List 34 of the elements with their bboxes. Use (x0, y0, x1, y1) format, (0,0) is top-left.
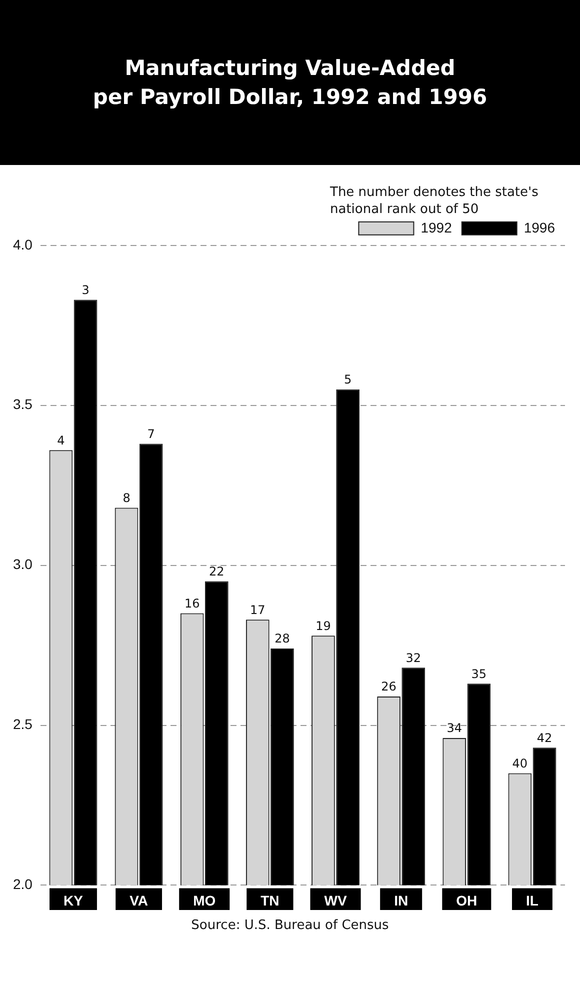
text: The number denotes the state's national rank out of 50 (330, 185, 540, 219)
annotation: 3 (82, 282, 90, 297)
y-tick-label: 2.5 (12, 716, 33, 732)
annotation: 35 (471, 666, 487, 681)
source-note: Source: U.S. Bureau of Census (190, 918, 390, 933)
x-tick-label: OH (456, 892, 478, 908)
annotation: 22 (209, 564, 224, 578)
chart-title: Manufacturing Value-Added per Payroll Dollar, 1992 and 1996 (0, 0, 580, 165)
annotation: 5 (344, 372, 352, 386)
legend-label: 1996 (524, 219, 556, 236)
y-tick-label: 2.0 (12, 876, 33, 892)
annotation: 40 (512, 756, 528, 770)
y-tick-label: 4.0 (12, 236, 33, 252)
y-tick-label: 3.0 (12, 556, 33, 572)
x-tick-label: IN (394, 892, 408, 908)
y-tick-label: 3.5 (12, 396, 33, 412)
annotation: 4 (57, 433, 65, 448)
legend-label: 1992 (420, 219, 452, 236)
annotation: 17 (250, 602, 266, 617)
annotation: 19 (316, 618, 331, 633)
x-tick-label: MO (193, 892, 216, 908)
x-tick-label: KY (64, 892, 84, 908)
annotation: 32 (406, 650, 422, 665)
x-tick-label: IL (526, 892, 539, 908)
annotation: 26 (381, 680, 396, 694)
x-tick-label: VA (130, 892, 148, 908)
annotation: 16 (184, 596, 200, 610)
annotation: 42 (536, 730, 552, 745)
x-tick-label: WV (324, 892, 348, 908)
annotation: 7 (147, 426, 155, 441)
annotation: 28 (274, 632, 290, 646)
x-tick-label: TN (260, 892, 280, 908)
annotation: 34 (446, 721, 462, 736)
annotation: 8 (122, 490, 130, 505)
